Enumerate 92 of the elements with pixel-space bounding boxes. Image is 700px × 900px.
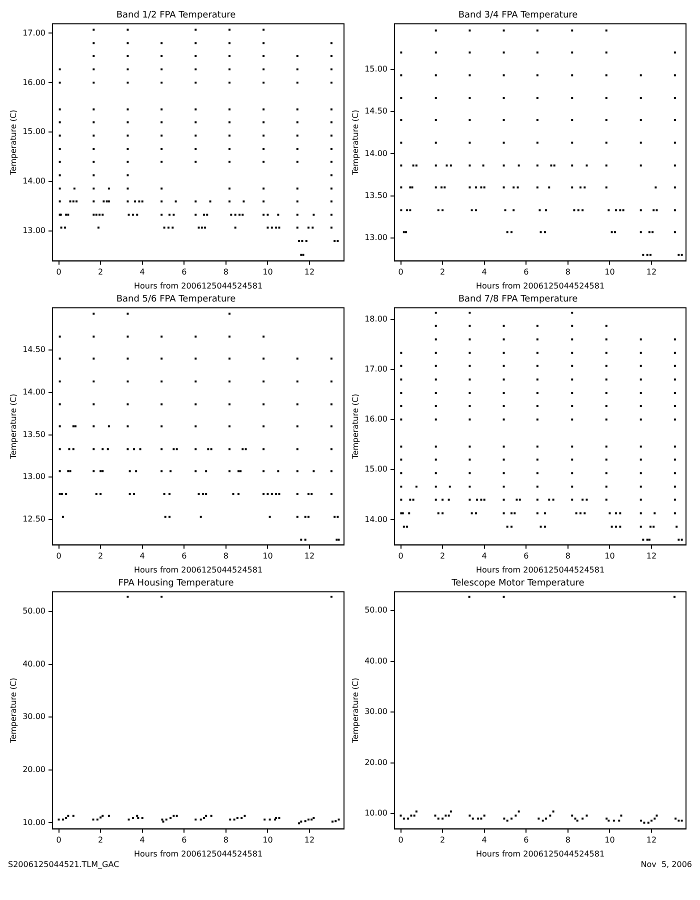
x-tick-label: 4 [482, 552, 487, 561]
x-tick-label: 12 [646, 268, 657, 277]
x-tick-label: 2 [440, 268, 446, 277]
x-axis-title: Hours from 2006125044524581 [134, 565, 263, 574]
y-tick-label: 13.00 [22, 226, 46, 236]
x-tick-label: 4 [140, 836, 145, 845]
y-tick-label: 50.00 [364, 606, 388, 615]
x-tick-label: 8 [565, 552, 570, 561]
x-tick-label: 2 [440, 836, 446, 845]
y-tick-label: 20.00 [364, 758, 388, 767]
y-tick-label: 13.50 [364, 190, 388, 200]
chart-title: FPA Housing Temperature [118, 578, 234, 589]
y-tick-label: 15.00 [22, 127, 46, 136]
y-tick-label: 10.00 [364, 808, 388, 818]
x-tick-label: 0 [398, 268, 404, 277]
x-tick-label: 6 [182, 552, 187, 561]
y-tick-label: 18.00 [364, 314, 388, 324]
y-tick-label: 14.00 [364, 514, 388, 524]
x-axis-title: Hours from 2006125044524581 [476, 281, 605, 290]
x-tick-label: 10 [262, 268, 273, 277]
y-axis-title: Temperature (C) [350, 678, 360, 744]
x-tick-label: 0 [56, 836, 62, 845]
x-tick-label: 8 [223, 552, 228, 561]
x-tick-label: 0 [398, 552, 404, 561]
y-tick-label: 17.00 [364, 364, 388, 374]
x-tick-label: 0 [56, 552, 62, 561]
y-axis-title: Temperature (C) [8, 678, 18, 744]
chart-title: Telescope Motor Temperature [450, 578, 585, 589]
x-tick-label: 6 [524, 268, 529, 277]
y-tick-label: 13.00 [22, 472, 46, 482]
x-tick-label: 10 [604, 552, 615, 561]
x-axis-title: Hours from 2006125044524581 [134, 281, 263, 290]
x-tick-label: 8 [223, 836, 228, 845]
x-tick-label: 6 [524, 552, 529, 561]
chart-title: Band 3/4 FPA Temperature [458, 10, 578, 21]
x-tick-label: 2 [98, 552, 104, 561]
y-tick-label: 13.00 [364, 233, 388, 242]
y-tick-label: 14.00 [22, 388, 46, 397]
y-tick-label: 14.50 [22, 345, 46, 354]
x-tick-label: 8 [223, 268, 228, 277]
x-tick-label: 12 [304, 552, 315, 561]
y-tick-label: 14.50 [364, 106, 388, 116]
y-axis-title: Temperature (C) [8, 394, 18, 460]
y-tick-label: 13.50 [22, 430, 46, 439]
x-tick-label: 8 [565, 268, 570, 277]
y-axis-title: Temperature (C) [350, 110, 360, 176]
x-tick-label: 2 [98, 836, 104, 845]
chart-title: Band 5/6 FPA Temperature [116, 294, 236, 305]
x-tick-label: 12 [304, 268, 315, 277]
x-tick-label: 4 [482, 268, 487, 277]
x-tick-label: 0 [56, 268, 62, 277]
x-tick-label: 6 [182, 836, 187, 845]
x-tick-label: 12 [646, 552, 657, 561]
x-tick-label: 2 [440, 552, 446, 561]
y-tick-label: 40.00 [364, 656, 388, 666]
x-axis-title: Hours from 2006125044524581 [476, 565, 605, 574]
x-axis-title: Hours from 2006125044524581 [476, 849, 605, 858]
x-tick-label: 4 [140, 268, 145, 277]
y-tick-label: 16.00 [364, 414, 388, 424]
y-tick-label: 40.00 [22, 659, 46, 668]
y-tick-label: 15.00 [364, 464, 388, 474]
y-tick-label: 17.00 [22, 28, 46, 38]
y-axis-title: Temperature (C) [8, 110, 18, 176]
y-tick-label: 30.00 [22, 712, 46, 722]
y-tick-label: 14.00 [22, 176, 46, 186]
x-tick-label: 10 [604, 836, 615, 845]
x-tick-label: 2 [98, 268, 104, 277]
x-tick-label: 0 [398, 836, 404, 845]
y-axis-title: Temperature (C) [350, 394, 360, 460]
x-tick-label: 10 [262, 552, 273, 561]
y-tick-label: 12.50 [22, 514, 46, 524]
x-tick-label: 12 [646, 836, 657, 845]
y-tick-label: 15.00 [364, 64, 388, 74]
x-tick-label: 4 [482, 836, 487, 845]
text: S2006125044521.TLM_GAC [8, 860, 120, 869]
x-tick-label: 6 [182, 268, 187, 277]
x-tick-label: 12 [304, 836, 315, 845]
x-tick-label: 10 [262, 836, 273, 845]
y-tick-label: 20.00 [22, 765, 46, 774]
y-tick-label: 50.00 [22, 606, 46, 616]
y-tick-label: 16.00 [22, 78, 46, 87]
x-axis-title: Hours from 2006125044524581 [134, 849, 263, 858]
chart-title: Band 1/2 FPA Temperature [116, 10, 236, 21]
y-tick-label: 10.00 [22, 818, 46, 827]
x-tick-label: 8 [565, 836, 570, 845]
x-tick-label: 10 [604, 268, 615, 277]
x-tick-label: 6 [524, 836, 529, 845]
text: Nov 5, 2006 [640, 860, 692, 869]
chart-title: Band 7/8 FPA Temperature [458, 294, 578, 305]
y-tick-label: 14.00 [364, 148, 388, 158]
x-tick-label: 4 [140, 552, 145, 561]
y-tick-label: 30.00 [364, 707, 388, 716]
